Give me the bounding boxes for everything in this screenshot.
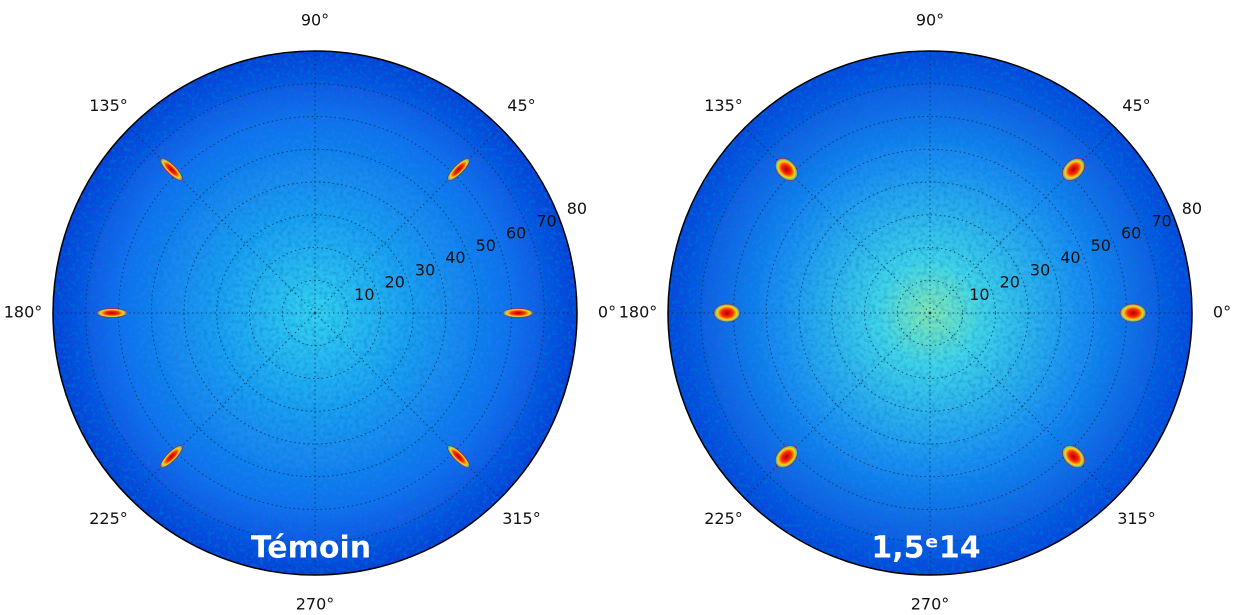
r-tick-label: 60 — [506, 224, 526, 243]
theta-tick-label: 315° — [1117, 509, 1156, 528]
theta-tick-label: 135° — [704, 96, 743, 115]
radial-grid — [765, 148, 1095, 478]
r-tick-label: 60 — [1121, 224, 1141, 243]
peak — [774, 445, 798, 469]
r-tick-label: 10 — [969, 285, 989, 304]
plot-border — [52, 50, 578, 576]
theta-tick-label: 45° — [507, 96, 535, 115]
r-tick-label: 40 — [1060, 248, 1080, 267]
radial-grid — [85, 83, 545, 543]
radial-grid — [150, 148, 480, 478]
polar-plot: 10 20 30 40 50 60 70 80 0° 45° 90° 135° 180° 225° 270°… — [4, 11, 616, 614]
theta-tick-label: 0° — [598, 303, 616, 322]
angular-grid — [129, 312, 316, 499]
r-tick-label: 30 — [415, 260, 435, 279]
peak — [96, 308, 128, 318]
angular-grid — [744, 312, 931, 499]
theta-tick-label: 180° — [619, 303, 658, 322]
theta-tick-label: 90° — [916, 11, 944, 30]
radial-grid — [700, 83, 1160, 543]
angular-grid — [929, 312, 1116, 499]
r-tick-label: 50 — [1091, 236, 1111, 255]
angular-grid — [744, 127, 931, 314]
r-tick-label: 40 — [445, 248, 465, 267]
peak — [447, 158, 470, 181]
r-tick-label: 20 — [385, 273, 405, 292]
r-tick-label: 80 — [567, 199, 587, 218]
angular-grid — [314, 312, 501, 499]
theta-tick-label: 315° — [502, 509, 541, 528]
r-tick-label: 10 — [354, 285, 374, 304]
theta-tick-label: 180° — [4, 303, 43, 322]
peak — [1119, 303, 1147, 323]
peak — [502, 308, 534, 318]
r-tick-label: 70 — [536, 211, 556, 230]
peak — [1062, 445, 1086, 469]
peak — [713, 303, 741, 323]
plot-label: Témoin — [251, 531, 371, 566]
angular-grid — [929, 127, 1116, 314]
theta-tick-label: 0° — [1213, 303, 1231, 322]
angular-grid — [129, 127, 316, 314]
peak — [774, 157, 798, 181]
r-tick-label: 50 — [476, 236, 496, 255]
r-tick-label: 80 — [1182, 199, 1202, 218]
plot-label: 1,5ᵉ14 — [871, 531, 980, 566]
polar-plot: 10 20 30 40 50 60 70 80 0° 45° 90° 135° 180° 225° 270°… — [619, 11, 1231, 614]
theta-tick-label: 45° — [1122, 96, 1150, 115]
theta-tick-label: 270° — [296, 595, 335, 614]
theta-tick-label: 135° — [89, 96, 128, 115]
r-tick-label: 20 — [1000, 273, 1020, 292]
theta-tick-label: 90° — [301, 11, 329, 30]
theta-tick-label: 225° — [704, 509, 743, 528]
angular-grid — [314, 127, 501, 314]
radial-grid — [831, 214, 1029, 412]
peak — [160, 158, 183, 181]
peak — [1062, 157, 1086, 181]
peak — [447, 445, 470, 468]
theta-tick-label: 225° — [89, 509, 128, 528]
radial-grid — [249, 247, 381, 379]
r-tick-label: 70 — [1151, 211, 1171, 230]
radial-grid — [864, 247, 996, 379]
radial-grid — [216, 214, 414, 412]
peak — [160, 445, 183, 468]
r-tick-label: 30 — [1030, 260, 1050, 279]
theta-tick-label: 270° — [911, 595, 950, 614]
plot-border — [667, 50, 1193, 576]
